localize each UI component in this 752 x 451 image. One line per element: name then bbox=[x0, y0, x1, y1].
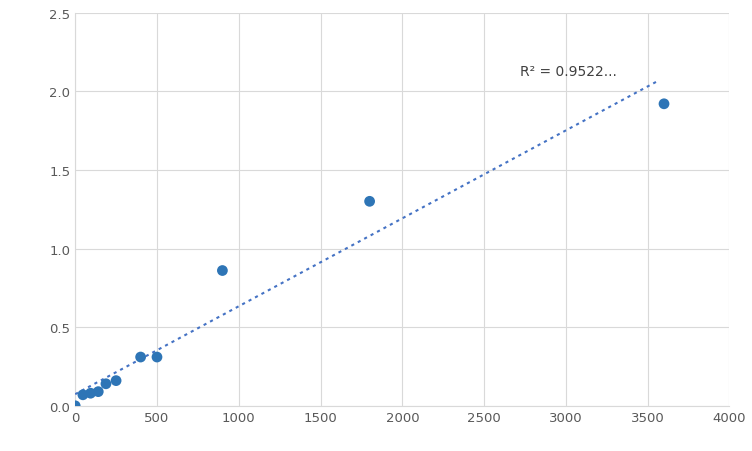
Point bbox=[92, 388, 105, 396]
Text: R² = 0.9522...: R² = 0.9522... bbox=[520, 64, 617, 78]
Point bbox=[110, 377, 122, 384]
Point bbox=[84, 390, 96, 397]
Point bbox=[151, 354, 163, 361]
Point bbox=[69, 402, 81, 410]
Point bbox=[217, 267, 229, 275]
Point bbox=[135, 354, 147, 361]
Point bbox=[100, 380, 112, 387]
Point bbox=[77, 391, 89, 399]
Point bbox=[658, 101, 670, 108]
Point bbox=[363, 198, 375, 206]
